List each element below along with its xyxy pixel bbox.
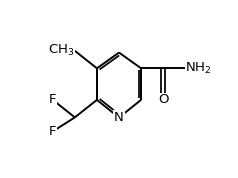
Text: CH$_3$: CH$_3$: [48, 43, 75, 58]
Text: F: F: [49, 125, 56, 138]
Text: N: N: [114, 111, 124, 124]
Text: NH$_2$: NH$_2$: [185, 61, 212, 76]
Text: F: F: [49, 93, 56, 106]
Text: O: O: [158, 93, 169, 106]
